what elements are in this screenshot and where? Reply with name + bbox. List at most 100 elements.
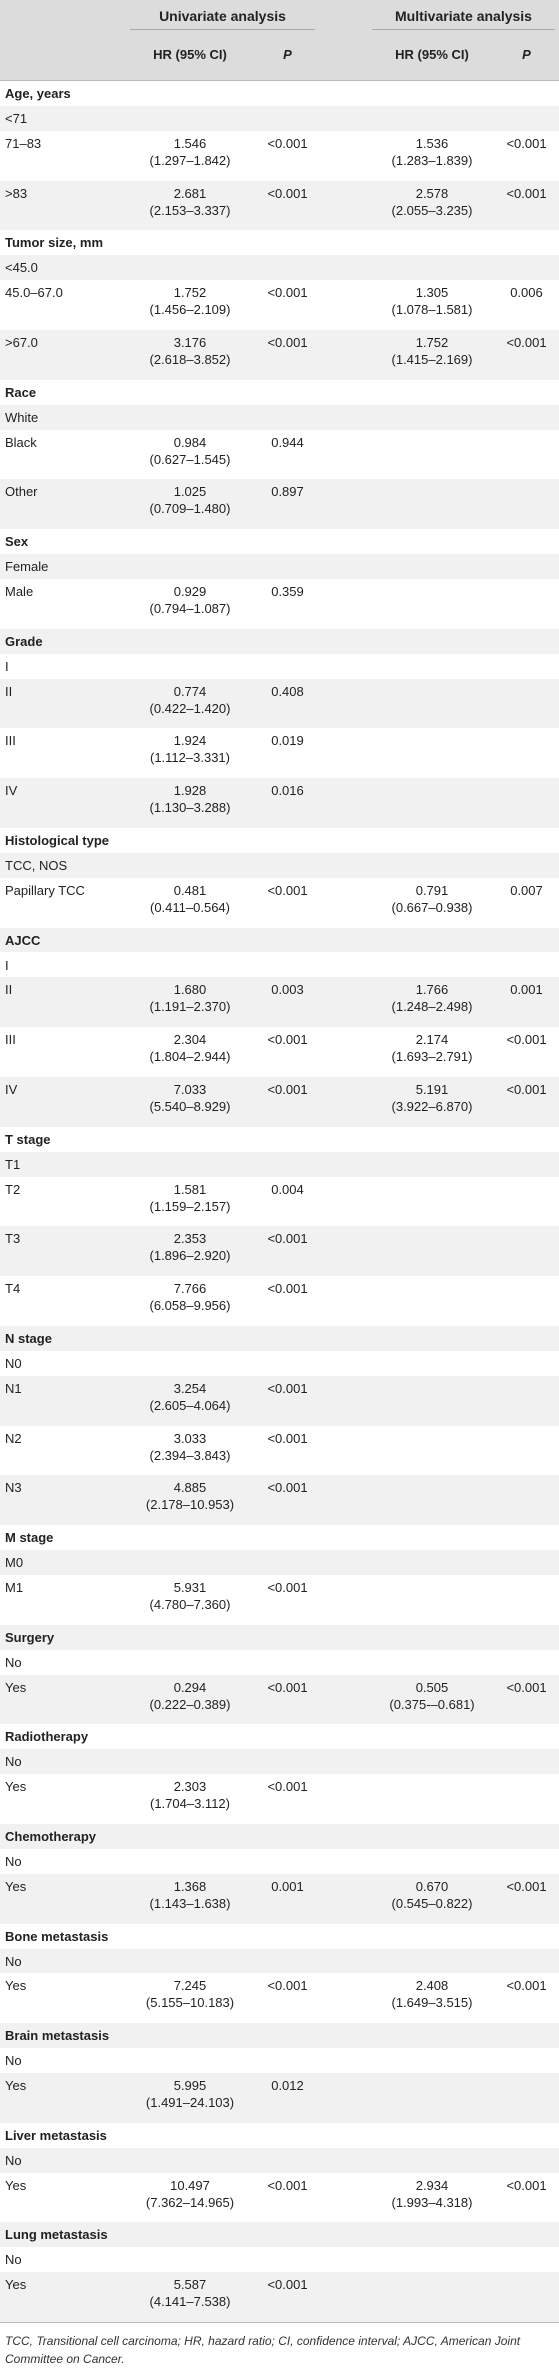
multivariate-p-value: <0.001 [506,1032,547,1048]
table-row: >83 2.681 (2.153–3.337) <0.001 2.578 (2.055–3… [0,180,559,231]
univariate-ci-value: (1.896–2.920) [149,1248,231,1264]
reference-label: T1 [5,1156,21,1172]
univariate-ci-value: (0.709–1.480) [149,501,231,517]
row-label: M1 [5,1580,24,1595]
univariate-hr-value: 0.929 [173,584,207,599]
univariate-hr-cell: 7.245 (5.155–10.183) [130,1977,250,2011]
table-row: IV 7.033 (5.540–8.929) <0.001 5.191 (3.922–6.… [0,1077,559,1127]
univariate-hr-value: 1.924 [173,733,207,749]
univariate-p-value: <0.001 [267,2277,308,2293]
multivariate-hr-cell: 2.934 (1.993–4.318) [372,2177,492,2211]
group-label: Liver metastasis [5,2127,107,2143]
univariate-hr-value: 1.752 [173,285,207,301]
univariate-hr-value: 10.497 [170,2177,210,2193]
univariate-underline [130,29,315,30]
multivariate-hr-value: 1.752 [415,335,449,350]
table-row: Black 0.984 (0.627–1.545) 0.944 [0,430,559,480]
reference-row: White [0,404,559,430]
group-header-row: Age, years [0,81,559,106]
univariate-hr-value: 2.303 [173,1779,207,1795]
univariate-p-value: <0.001 [267,285,308,301]
multivariate-ci-value: (1.248–2.498) [391,999,473,1015]
univariate-ci-value: (0.794–1.087) [149,601,231,616]
reference-row: T1 [0,1151,559,1177]
univariate-hr-cell: 1.368 (1.143–1.638) [130,1878,250,1912]
multivariate-hr-value: 1.536 [415,135,449,151]
reference-label: White [5,409,39,425]
row-label: Yes [5,2177,27,2193]
group-label: Race [5,384,37,400]
univariate-ci-value: (7.362–14.965) [145,2194,235,2210]
group-label: T stage [5,1131,51,1147]
group-header-row: Surgery [0,1624,559,1650]
row-label: III [5,733,16,749]
univariate-hr-cell: 1.928 (1.130–3.288) [130,782,250,816]
univariate-p-value: <0.001 [267,335,308,350]
multivariate-p-header: P [498,47,555,62]
group-header-row: T stage [0,1127,559,1152]
multivariate-hr-value: 5.191 [415,1082,449,1097]
univariate-ci-value: (4.780–7.360) [149,1597,231,1612]
group-header-row: Liver metastasis [0,2123,559,2148]
univariate-p-value: <0.001 [267,1281,308,1297]
univariate-ci-value: (1.804–2.944) [149,1049,231,1065]
multivariate-p-value: 0.006 [510,285,543,301]
univariate-p-value: <0.001 [267,1380,308,1396]
univariate-hr-value: 0.984 [173,434,207,450]
univariate-hr-value: 1.928 [173,783,207,799]
multivariate-ci-value: (1.078–1.581) [391,302,473,318]
row-label: Yes [5,2277,27,2293]
multivariate-p-value: 0.001 [510,982,543,998]
univariate-hr-cell: 7.033 (5.540–8.929) [130,1081,250,1115]
multivariate-ci-value: (1.283–1.839) [391,152,473,168]
group-label: Bone metastasis [5,1928,109,1944]
table-row: Yes 7.245 (5.155–10.183) <0.001 2.408 (1.649–… [0,1973,559,2023]
group-label: Lung metastasis [5,2227,108,2243]
multivariate-hr-cell: 0.791 (0.667–0.938) [372,882,492,916]
univariate-ci-value: (1.159–2.157) [149,1198,231,1214]
reference-row: No [0,2048,559,2073]
table-footnote: TCC, Transitional cell carcinoma; HR, ha… [5,2334,521,2366]
row-label: Yes [5,2078,27,2093]
multivariate-underline [372,29,555,30]
univariate-ci-value: (0.422–1.420) [149,700,231,716]
univariate-hr-value: 1.546 [173,135,207,151]
univariate-hr-cell: 5.931 (4.780–7.360) [130,1579,250,1613]
univariate-hr-cell: 1.025 (0.709–1.480) [130,483,250,517]
table-row: Yes 10.497 (7.362–14.965) <0.001 2.934 (1.993… [0,2173,559,2223]
multivariate-ci-value: (1.649–3.515) [391,1995,473,2011]
multivariate-hr-header: HR (95% CI) [395,47,469,62]
table-row: Papillary TCC 0.481 (0.411–0.564) <0.001 0.7… [0,878,559,928]
table-row: III 2.304 (1.804–2.944) <0.001 2.174 (1.693–2… [0,1027,559,1077]
univariate-p-value: <0.001 [267,1679,308,1695]
multivariate-hr-cell: 2.174 (1.693–2.791) [372,1031,492,1065]
multivariate-hr-cell: 5.191 (3.922–6.870) [372,1081,492,1115]
group-header-row: Tumor size, mm [0,230,559,255]
univariate-p-value: <0.001 [267,1430,308,1446]
row-label: N2 [5,1430,22,1446]
univariate-ci-value: (6.058–9.956) [149,1298,231,1314]
univariate-p-value: <0.001 [267,1580,308,1595]
group-header-row: Radiotherapy [0,1724,559,1749]
group-label: Tumor size, mm [5,235,104,251]
group-label: Radiotherapy [5,1729,89,1745]
group-label: Sex [5,534,29,550]
multivariate-ci-value: (3.922–6.870) [391,1099,473,1114]
table-row: 45.0–67.0 1.752 (1.456–2.109) <0.001 1.305 (1… [0,280,559,330]
univariate-ci-value: (5.155–10.183) [145,1995,235,2011]
multivariate-ci-value: (0.545–0.822) [391,1895,473,1911]
univariate-ci-value: (1.491–24.103) [145,2095,235,2110]
univariate-hr-cell: 0.294 (0.222–0.389) [130,1679,250,1713]
univariate-hr-value: 7.245 [173,1978,207,1994]
row-label: Black [5,434,37,450]
univariate-hr-value: 5.587 [173,2277,207,2293]
group-label: Brain metastasis [5,2028,110,2044]
univariate-hr-cell: 10.497 (7.362–14.965) [130,2177,250,2211]
univariate-hr-value: 7.766 [173,1281,207,1297]
univariate-ci-value: (2.605–4.064) [149,1397,231,1413]
univariate-ci-value: (1.112–3.331) [150,750,230,766]
multivariate-hr-cell: 0.505 (0.375-–0.681) [372,1679,492,1713]
reference-row: <45.0 [0,255,559,281]
table-row: Other 1.025 (0.709–1.480) 0.897 [0,479,559,530]
univariate-p-value: 0.944 [271,434,304,450]
